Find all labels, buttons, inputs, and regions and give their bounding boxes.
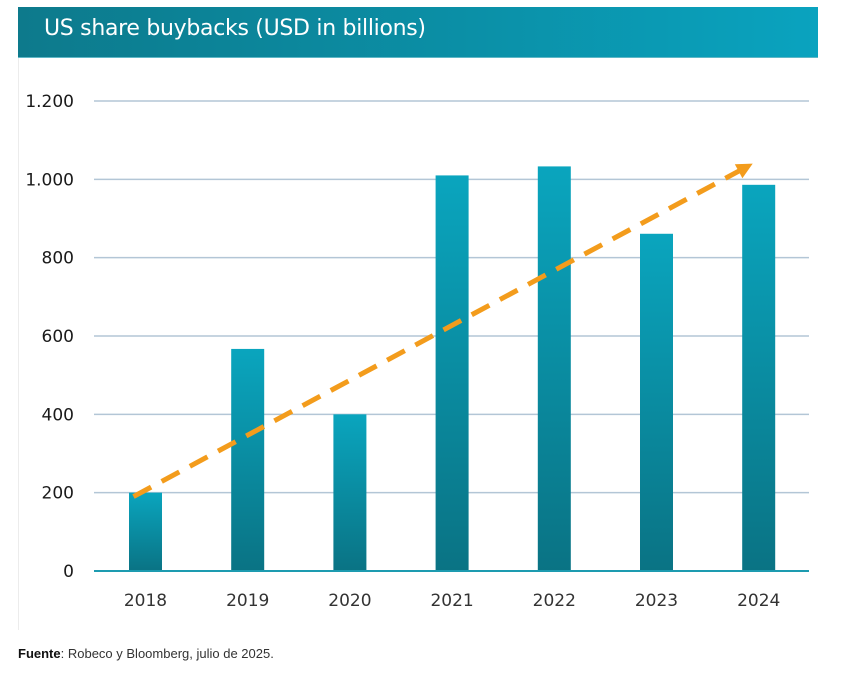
x-axis-ticks: 2018 2019 2020 2021 2022 2023 2024 [124, 591, 780, 611]
y-tick-label: 1.200 [25, 92, 74, 112]
y-tick-label: 600 [42, 327, 74, 347]
source-text: : Robeco y Bloomberg, julio de 2025. [60, 646, 274, 661]
panel-border [18, 58, 19, 630]
bar-2020 [333, 414, 367, 571]
x-tick-label: 2024 [737, 591, 780, 611]
trend-arrow [132, 163, 753, 499]
chart-title: US share buybacks (USD in billions) [44, 16, 426, 41]
x-tick-label: 2022 [533, 591, 576, 611]
bars [129, 166, 776, 572]
x-tick-label: 2023 [635, 591, 678, 611]
bar-2018 [129, 492, 162, 571]
y-tick-label: 1.000 [25, 170, 74, 190]
chart-header: US share buybacks (USD in billions) [18, 7, 818, 58]
y-tick-label: 200 [42, 484, 74, 504]
y-axis-ticks: 0 200 400 600 800 1.000 1.200 [25, 92, 74, 582]
x-tick-label: 2021 [430, 591, 473, 611]
source-note: Fuente: Robeco y Bloomberg, julio de 202… [18, 646, 274, 661]
x-tick-label: 2019 [226, 591, 269, 611]
bar-2019 [231, 348, 265, 571]
trend-line [132, 167, 743, 499]
y-tick-label: 800 [42, 249, 74, 269]
y-tick-label: 0 [63, 562, 74, 582]
bar-2021 [435, 175, 469, 571]
bar-2023 [640, 233, 673, 571]
arrowhead-icon [734, 163, 753, 179]
bar-2024 [742, 184, 776, 572]
x-tick-label: 2020 [328, 591, 371, 611]
x-tick-label: 2018 [124, 591, 167, 611]
bar-2022 [537, 166, 571, 572]
y-tick-label: 400 [42, 405, 74, 425]
source-label: Fuente [18, 646, 61, 661]
